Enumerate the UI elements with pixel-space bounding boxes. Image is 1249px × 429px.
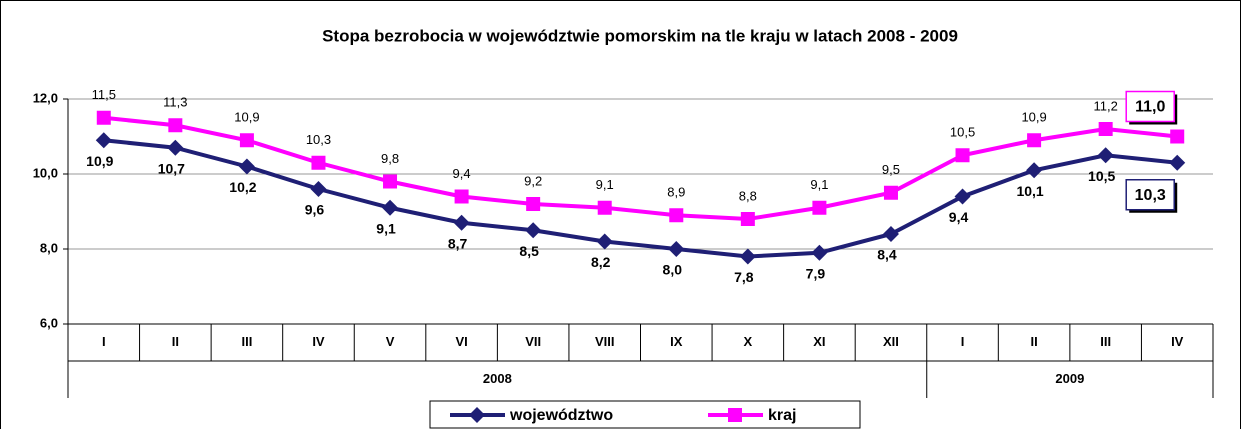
data-label: 10,5 bbox=[950, 125, 975, 140]
marker bbox=[96, 110, 111, 125]
marker bbox=[597, 200, 612, 215]
y-tick-label: 6,0 bbox=[40, 315, 58, 330]
marker bbox=[596, 233, 613, 250]
marker bbox=[95, 132, 112, 149]
marker bbox=[382, 199, 399, 216]
data-label: 9,8 bbox=[381, 151, 399, 166]
series-line bbox=[103, 115, 1178, 222]
marker bbox=[469, 407, 485, 423]
x-tick-label: VI bbox=[455, 334, 467, 349]
label-box bbox=[1125, 90, 1175, 123]
data-label: 11,0 bbox=[1135, 99, 1165, 116]
group-label: 2009 bbox=[1055, 371, 1084, 386]
data-label: 11,3 bbox=[163, 95, 187, 110]
y-tick-label: 12,0 bbox=[33, 90, 58, 105]
marker bbox=[1169, 154, 1186, 171]
chart-title: Stopa bezrobocia w województwie pomorski… bbox=[322, 26, 958, 45]
y-tick-label: 10,0 bbox=[33, 165, 58, 180]
data-label: 9,2 bbox=[524, 173, 542, 188]
data-label: 8,5 bbox=[519, 243, 539, 259]
x-tick-label: X bbox=[744, 334, 753, 349]
marker bbox=[740, 212, 755, 226]
marker bbox=[168, 118, 183, 133]
data-label: 10,1 bbox=[1016, 183, 1043, 199]
marker bbox=[1027, 133, 1042, 148]
y-tick-label: 8,0 bbox=[40, 240, 58, 255]
marker bbox=[955, 148, 970, 163]
marker bbox=[1097, 147, 1114, 164]
data-label: 10,9 bbox=[86, 153, 113, 169]
x-tick-label: IX bbox=[670, 334, 683, 349]
marker bbox=[311, 155, 326, 170]
marker bbox=[526, 197, 541, 211]
data-label: 7,9 bbox=[806, 265, 826, 281]
x-tick-label: III bbox=[1100, 334, 1111, 349]
data-label: 9,4 bbox=[453, 166, 471, 181]
x-tick-label: V bbox=[386, 334, 395, 349]
data-label: 10,3 bbox=[306, 132, 331, 147]
marker bbox=[383, 174, 398, 189]
marker bbox=[954, 188, 971, 205]
x-tick-label: II bbox=[1030, 334, 1037, 349]
marker bbox=[882, 226, 899, 242]
marker bbox=[739, 248, 756, 265]
x-tick-label: IV bbox=[312, 334, 325, 349]
data-label: 9,5 bbox=[882, 162, 900, 177]
marker bbox=[883, 185, 898, 200]
data-label: 8,7 bbox=[448, 235, 468, 251]
data-label: 10,7 bbox=[158, 160, 185, 176]
marker bbox=[525, 222, 542, 239]
series-line bbox=[103, 138, 1178, 259]
x-tick-label: IV bbox=[1171, 334, 1184, 349]
marker bbox=[453, 214, 470, 231]
marker bbox=[728, 408, 742, 422]
marker bbox=[239, 133, 254, 148]
data-label: 10,9 bbox=[234, 110, 259, 125]
data-label: 11,2 bbox=[1093, 98, 1117, 113]
data-label: 8,0 bbox=[663, 262, 683, 278]
data-label: 10,2 bbox=[229, 179, 256, 195]
label-box bbox=[1125, 179, 1175, 211]
data-label: 10,5 bbox=[1088, 168, 1115, 184]
data-label: 11,5 bbox=[92, 87, 116, 102]
data-label: 10,9 bbox=[1021, 110, 1046, 125]
x-tick-label: III bbox=[241, 334, 252, 349]
data-label: 8,2 bbox=[591, 254, 611, 270]
marker bbox=[669, 208, 684, 223]
group-label: 2008 bbox=[483, 371, 512, 386]
legend-label: województwo bbox=[509, 407, 613, 424]
marker bbox=[310, 181, 327, 197]
marker bbox=[811, 244, 828, 261]
x-tick-label: XI bbox=[813, 334, 825, 349]
marker bbox=[1098, 122, 1113, 136]
marker bbox=[668, 241, 685, 257]
marker bbox=[812, 200, 827, 215]
marker bbox=[167, 139, 184, 156]
data-label: 8,8 bbox=[739, 188, 757, 203]
data-label: 9,6 bbox=[305, 202, 325, 218]
data-label: 9,1 bbox=[596, 177, 614, 192]
x-tick-label: VIII bbox=[595, 334, 615, 349]
data-label: 8,4 bbox=[877, 247, 897, 263]
marker bbox=[454, 189, 469, 204]
legend-label: kraj bbox=[768, 407, 796, 424]
x-tick-label: VII bbox=[525, 334, 541, 349]
x-tick-label: II bbox=[172, 334, 179, 349]
data-label: 9,1 bbox=[376, 220, 396, 236]
marker bbox=[1170, 129, 1185, 144]
x-tick-label: I bbox=[961, 334, 965, 349]
data-label: 10,3 bbox=[1135, 187, 1166, 204]
data-label: 9,1 bbox=[810, 177, 828, 192]
marker bbox=[238, 158, 255, 175]
x-tick-label: XII bbox=[883, 334, 899, 349]
data-label: 9,4 bbox=[949, 209, 969, 225]
data-label: 8,9 bbox=[667, 185, 685, 200]
data-label: 7,8 bbox=[734, 269, 754, 285]
x-tick-label: I bbox=[102, 334, 106, 349]
marker bbox=[1026, 162, 1043, 179]
